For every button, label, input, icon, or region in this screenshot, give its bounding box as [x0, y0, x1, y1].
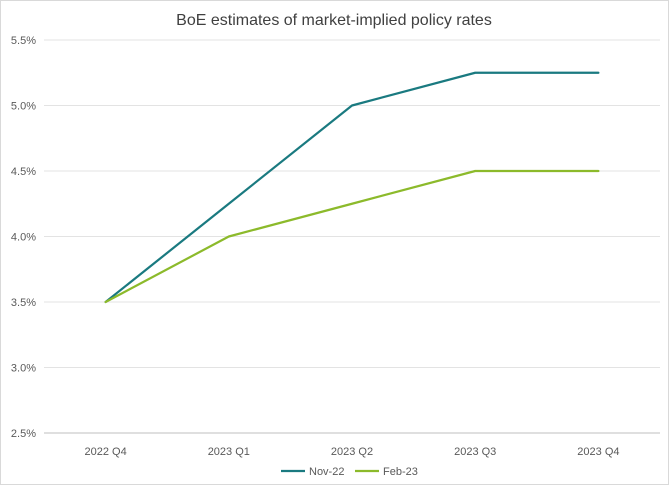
gridlines [44, 39, 660, 434]
y-axis-labels: 2.5% 3.0% 3.5% 4.0% 4.5% 5.0% 5.5% [11, 35, 36, 440]
x-axis-labels: 2022 Q4 2023 Q1 2023 Q2 2023 Q3 2023 Q4 [84, 446, 619, 458]
y-tick-label: 5.5% [11, 35, 36, 47]
y-tick-label: 2.5% [11, 428, 36, 440]
x-tick-label: 2022 Q4 [84, 446, 126, 458]
x-tick-label: 2023 Q3 [454, 446, 496, 458]
chart-title: BoE estimates of market-implied policy r… [176, 12, 492, 29]
y-tick-label: 3.5% [11, 297, 36, 309]
series-line-nov-22 [104, 71, 600, 304]
x-tick-label: 2023 Q4 [577, 446, 619, 458]
x-tick-label: 2023 Q1 [208, 446, 250, 458]
y-tick-label: 4.5% [11, 166, 36, 178]
series-lines [104, 71, 600, 304]
y-tick-label: 5.0% [11, 101, 36, 113]
legend-label-feb-23: Feb-23 [383, 466, 418, 478]
y-tick-label: 3.0% [11, 363, 36, 375]
series-line-feb-23 [104, 169, 600, 304]
y-tick-label: 4.0% [11, 232, 36, 244]
legend: Nov-22 Feb-23 [281, 466, 418, 478]
legend-label-nov-22: Nov-22 [309, 466, 344, 478]
x-tick-label: 2023 Q2 [331, 446, 373, 458]
